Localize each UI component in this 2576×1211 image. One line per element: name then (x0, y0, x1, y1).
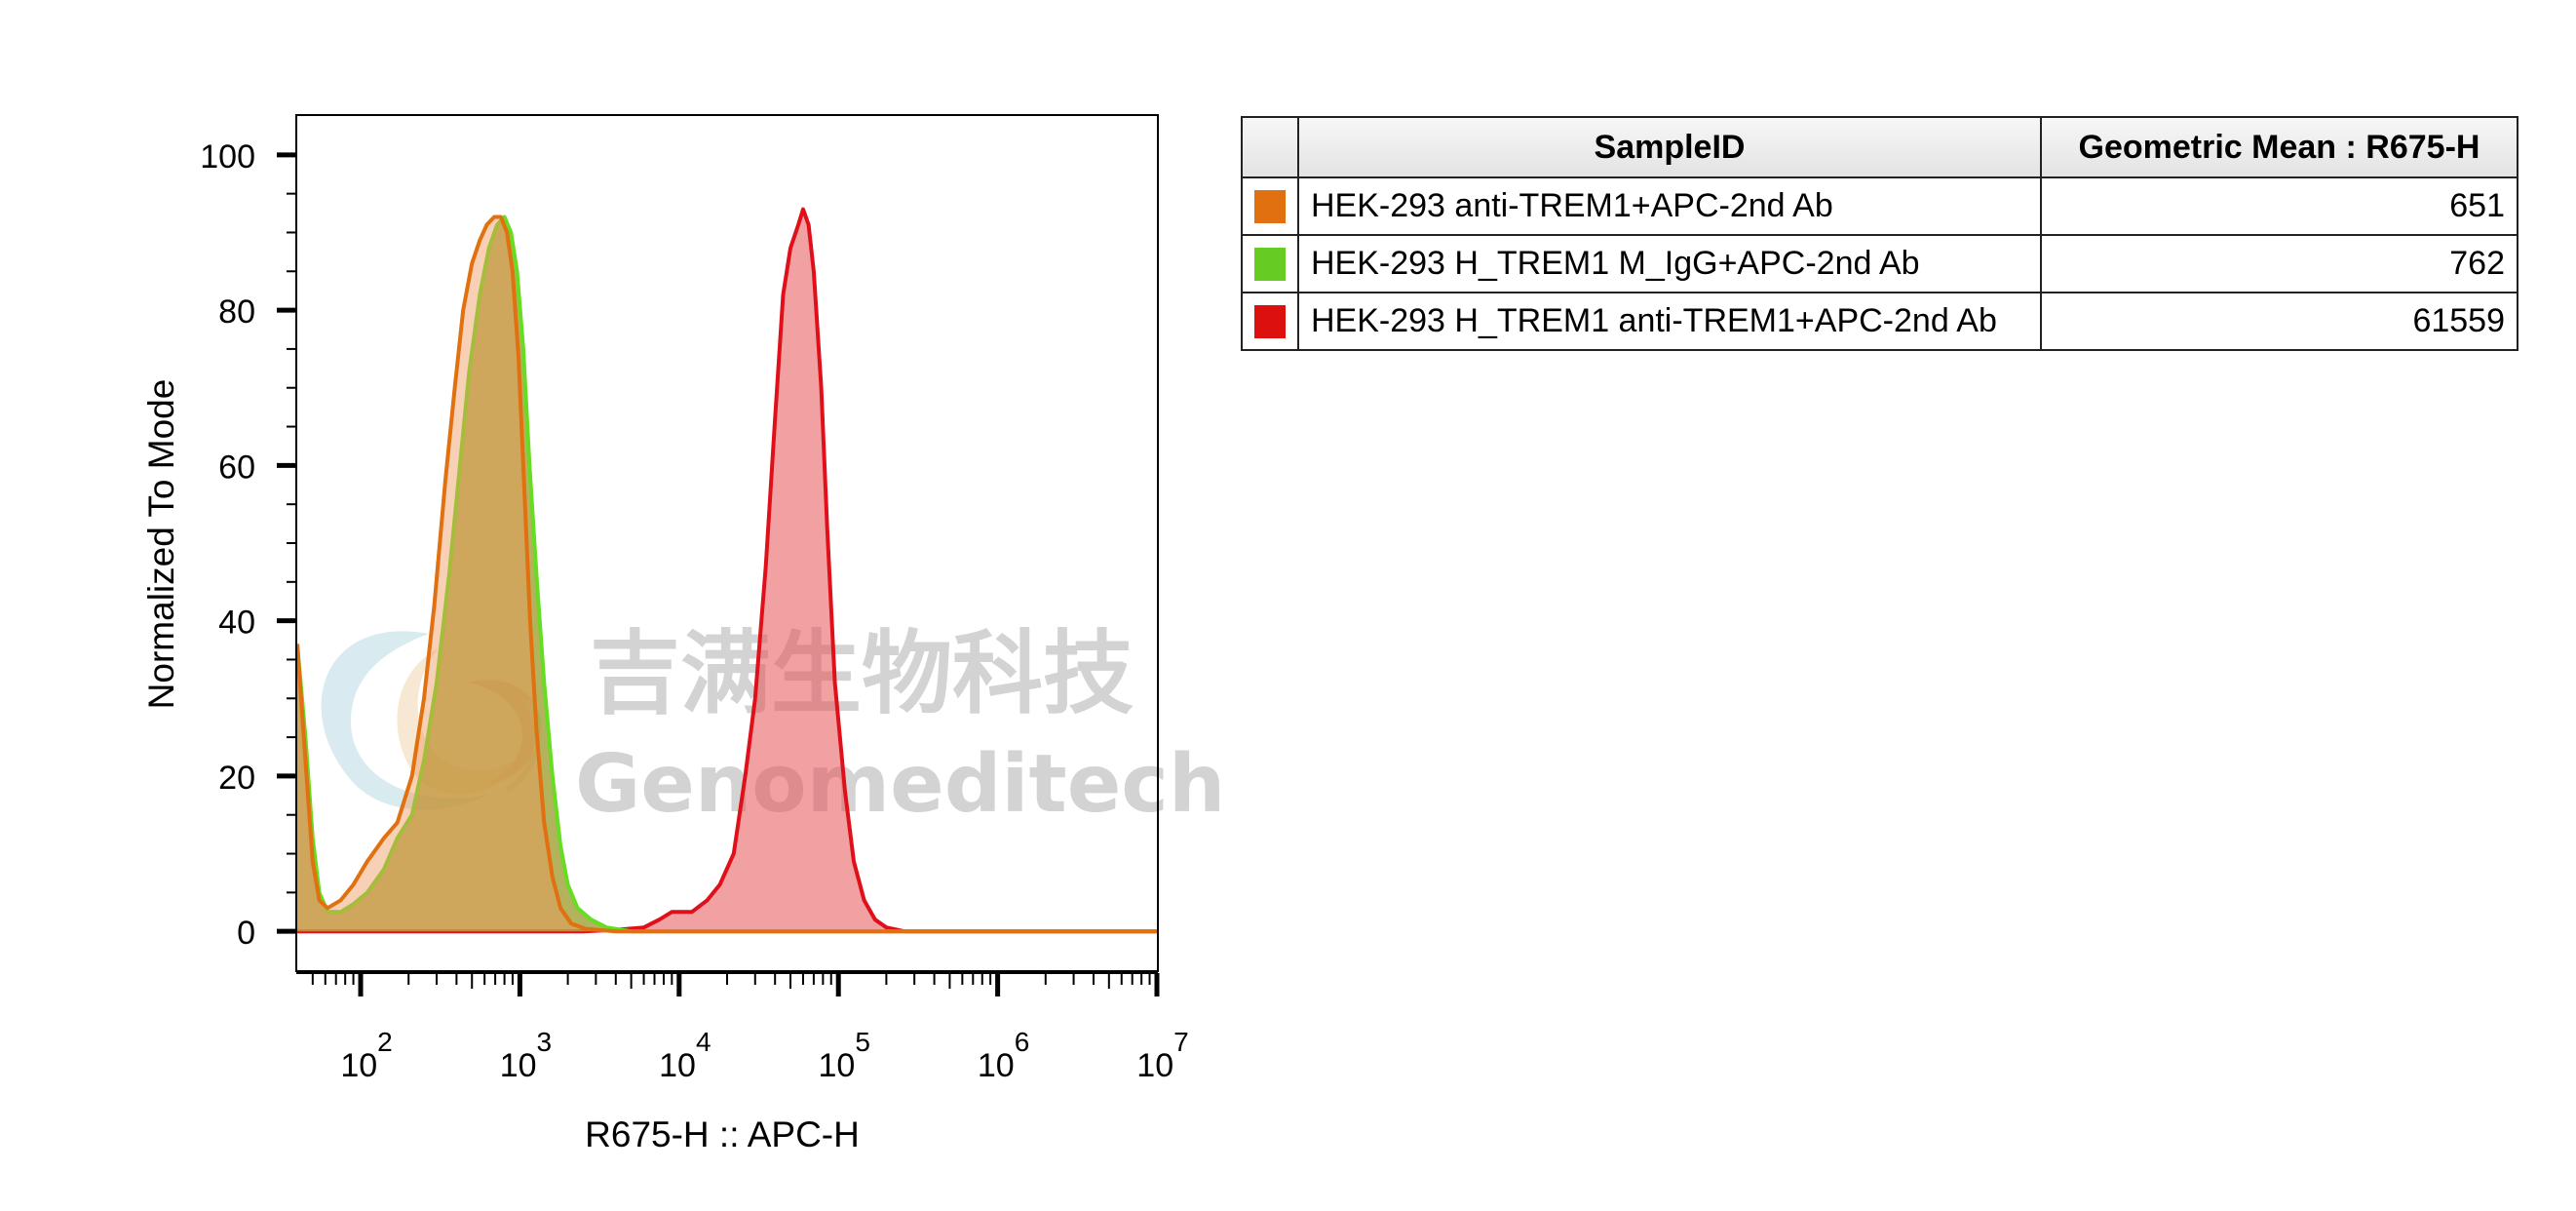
x-tick-label: 102 (340, 1027, 392, 1084)
legend-value: 61559 (2040, 292, 2518, 351)
legend-header-row: SampleID Geometric Mean : R675-H (1241, 116, 2518, 178)
legend-header-swatch (1241, 116, 1299, 178)
y-axis: 0 20 40 60 80 100 (200, 115, 297, 971)
y-tick-label: 20 (218, 760, 255, 797)
x-tick-label: 106 (978, 1027, 1029, 1084)
series-area (297, 216, 1157, 932)
x-axis: 102 103 104 105 106 107 (296, 972, 1189, 1084)
legend-swatch (1254, 189, 1286, 223)
y-tick-label: 60 (218, 449, 255, 486)
legend-header-sample: SampleID (1297, 116, 2042, 178)
watermark: 吉满生物科技 Genomeditech (321, 621, 1225, 831)
y-tick-label: 0 (237, 915, 255, 952)
series-line (297, 207, 1157, 934)
legend-swatch (1254, 304, 1286, 338)
legend-sample: HEK-293 H_TREM1 anti-TREM1+APC-2nd Ab (1297, 292, 2042, 351)
x-tick-label: 105 (819, 1027, 870, 1084)
watermark-en: Genomeditech (575, 738, 1225, 831)
x-tick-label: 107 (1136, 1027, 1188, 1084)
legend-row: HEK-293 anti-TREM1+APC-2nd Ab 651 (1241, 176, 2518, 236)
x-tick-label: 104 (659, 1027, 711, 1084)
legend-value: 651 (2040, 176, 2518, 236)
legend-table: SampleID Geometric Mean : R675-H HEK-293… (1241, 116, 2518, 351)
x-axis-label: R675-H :: APC-H (585, 1114, 860, 1154)
y-tick-label: 40 (218, 605, 255, 642)
series-layer (295, 207, 1157, 934)
legend-swatch (1254, 247, 1286, 281)
watermark-cn: 吉满生物科技 (590, 621, 1134, 726)
x-tick-label: 103 (500, 1027, 552, 1084)
series-line (295, 215, 1157, 934)
y-tick-label: 100 (200, 138, 255, 176)
legend-sample: HEK-293 H_TREM1 M_IgG+APC-2nd Ab (1297, 234, 2042, 293)
legend-header-value: Geometric Mean : R675-H (2040, 116, 2518, 178)
y-axis-label: Normalized To Mode (141, 379, 181, 710)
series-line (295, 215, 1157, 934)
legend-value: 762 (2040, 234, 2518, 293)
legend-sample: HEK-293 anti-TREM1+APC-2nd Ab (1297, 176, 2042, 236)
series-area (297, 216, 1157, 932)
y-tick-label: 80 (218, 293, 255, 331)
legend-row: HEK-293 H_TREM1 M_IgG+APC-2nd Ab 762 (1241, 234, 2518, 293)
legend-row: HEK-293 H_TREM1 anti-TREM1+APC-2nd Ab 61… (1241, 292, 2518, 351)
